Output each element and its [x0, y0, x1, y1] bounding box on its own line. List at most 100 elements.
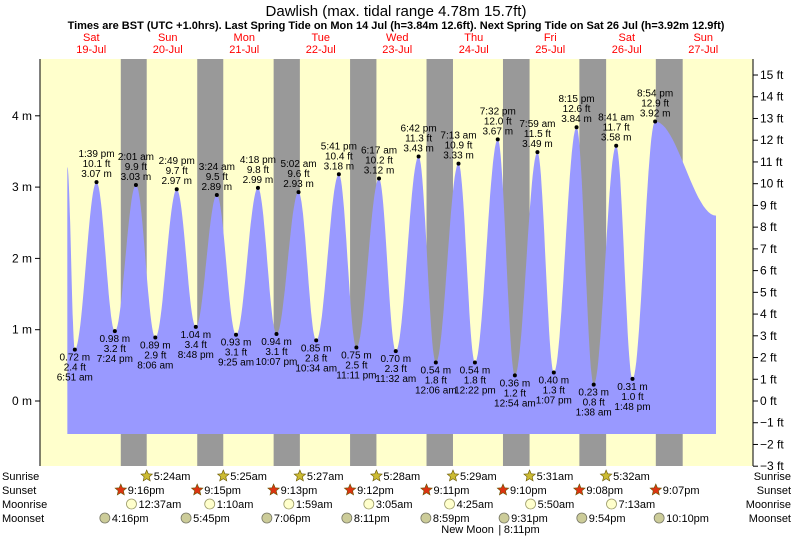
high-time: 8:15 pm	[558, 94, 594, 105]
day-date: 23-Jul	[382, 44, 412, 56]
low-height-ft: 2.3 ft	[385, 364, 407, 375]
high-time: 8:54 pm	[637, 89, 673, 100]
low-height-ft: 1.8 ft	[425, 375, 447, 386]
tide-point	[255, 185, 260, 190]
high-time: 7:13 am	[440, 131, 476, 142]
day-name: Sun	[158, 32, 178, 44]
high-height-m: 3.12 m	[364, 166, 395, 177]
tide-point	[174, 187, 179, 192]
sunrise-icon	[369, 469, 383, 482]
low-height-m: 0.93 m	[221, 338, 252, 349]
tide-point	[274, 331, 279, 336]
right-tick-label: −1 ft	[760, 416, 784, 430]
high-height-m: 2.99 m	[243, 175, 274, 186]
sunset-icon	[343, 483, 357, 496]
sunrise-time: 5:24am	[154, 471, 191, 483]
moonset-icon	[180, 512, 192, 524]
sunset-time: 9:10pm	[510, 485, 547, 497]
high-height-ft: 9.8 ft	[247, 165, 269, 176]
high-time: 5:02 am	[280, 159, 316, 170]
right-tick-label: 9 ft	[760, 198, 777, 212]
low-height-ft: 3.1 ft	[225, 348, 247, 359]
day-name: Sat	[83, 32, 100, 44]
low-height-m: 0.54 m	[460, 365, 491, 376]
low-time: 1:07 pm	[536, 395, 572, 406]
high-height-ft: 10.4 ft	[325, 151, 353, 162]
day-date: 24-Jul	[459, 44, 489, 56]
low-time: 11:11 pm	[336, 371, 376, 382]
high-height-m: 2.89 m	[202, 182, 233, 193]
low-height-m: 1.04 m	[181, 330, 212, 341]
left-tick-label: 2 m	[12, 251, 32, 265]
day-name: Thu	[464, 32, 483, 44]
high-time: 1:39 pm	[78, 149, 114, 160]
sunset-icon	[190, 483, 204, 496]
high-time: 6:42 pm	[401, 123, 437, 134]
low-time: 12:54 am	[494, 398, 536, 409]
moonrise-icon	[283, 498, 295, 510]
tide-point	[296, 190, 301, 195]
tide-point	[214, 192, 219, 197]
moonset-time: 9:31pm	[511, 513, 548, 525]
low-time: 10:34 am	[295, 363, 337, 374]
high-time: 4:18 pm	[240, 155, 276, 166]
right-tick-label: 11 ft	[760, 155, 783, 169]
sunset-icon	[496, 483, 510, 496]
day-name: Fri	[544, 32, 557, 44]
moonset-icon	[261, 512, 273, 524]
right-tick-label: 5 ft	[760, 285, 777, 299]
tide-point	[393, 349, 398, 354]
sunset-icon	[114, 483, 128, 496]
sunset-time: 9:11pm	[434, 485, 470, 497]
low-height-ft: 3.1 ft	[265, 347, 287, 358]
moon-phase-marker: |	[498, 524, 501, 536]
day-name: Tue	[311, 32, 330, 44]
right-tick-label: 4 ft	[760, 307, 777, 321]
moon-phase-text: New Moon	[441, 524, 494, 536]
sunrise-time: 5:28am	[383, 471, 420, 483]
tide-point	[193, 324, 198, 329]
tide-point	[314, 338, 319, 343]
moonset-label: Moonset	[2, 513, 44, 525]
high-time: 2:01 am	[118, 152, 154, 163]
tide-point	[614, 143, 619, 148]
right-tick-label: 0 ft	[760, 394, 777, 408]
high-height-ft: 9.6 ft	[287, 169, 309, 180]
sunset-time: 9:12pm	[357, 485, 394, 497]
day-name: Sat	[618, 32, 635, 44]
low-time: 6:51 am	[57, 373, 93, 384]
moonrise-icon	[126, 498, 137, 510]
moonrise-icon	[606, 498, 617, 510]
sunset-label-right: Sunset	[757, 485, 791, 497]
moonrise-label: Moonrise	[2, 499, 47, 511]
astro-table: Sunrise Sunrise 5:24am 5:25am 5:27am 5:28am 5:…	[2, 469, 791, 536]
right-tick-label: 7 ft	[760, 242, 777, 256]
high-height-m: 3.58 m	[601, 133, 632, 144]
right-tick-label: 13 ft	[760, 111, 784, 125]
high-height-ft: 11.7 ft	[603, 123, 630, 134]
low-height-ft: 2.4 ft	[64, 363, 86, 374]
sunrise-time: 5:29am	[460, 471, 497, 483]
moonset-icon	[576, 512, 588, 524]
sunset-time: 9:08pm	[586, 485, 623, 497]
high-time: 2:49 pm	[159, 156, 195, 167]
high-height-ft: 11.5 ft	[524, 129, 551, 140]
day-date: 21-Jul	[229, 44, 259, 56]
tide-point	[653, 119, 658, 124]
low-height-m: 0.98 m	[100, 334, 131, 345]
high-time: 5:41 pm	[321, 141, 357, 152]
day-date: 20-Jul	[153, 44, 183, 56]
right-tick-label: 8 ft	[760, 220, 777, 234]
sunrise-icon	[140, 469, 154, 482]
right-tick-label: 15 ft	[760, 68, 784, 82]
sunset-time: 9:16pm	[128, 485, 165, 497]
high-height-m: 3.43 m	[403, 143, 434, 154]
moonset-time: 4:16pm	[112, 513, 149, 525]
day-name: Wed	[386, 32, 408, 44]
moonrise-time: 3:05am	[376, 499, 413, 511]
day-date: 25-Jul	[535, 44, 565, 56]
moonset-icon	[420, 512, 432, 524]
low-height-m: 0.94 m	[261, 337, 292, 348]
high-height-m: 3.07 m	[81, 169, 112, 180]
